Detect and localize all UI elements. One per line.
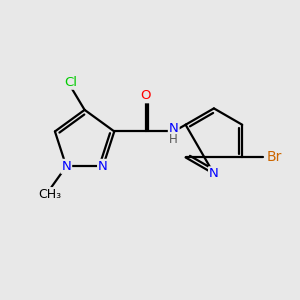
Text: Br: Br [267, 150, 282, 164]
Text: Cl: Cl [65, 76, 78, 89]
Text: N: N [61, 160, 71, 173]
Text: N: N [209, 167, 219, 180]
Text: N: N [98, 160, 108, 173]
Text: O: O [140, 89, 151, 102]
Text: CH₃: CH₃ [38, 188, 61, 201]
Text: H: H [169, 133, 178, 146]
Text: N: N [169, 122, 178, 135]
